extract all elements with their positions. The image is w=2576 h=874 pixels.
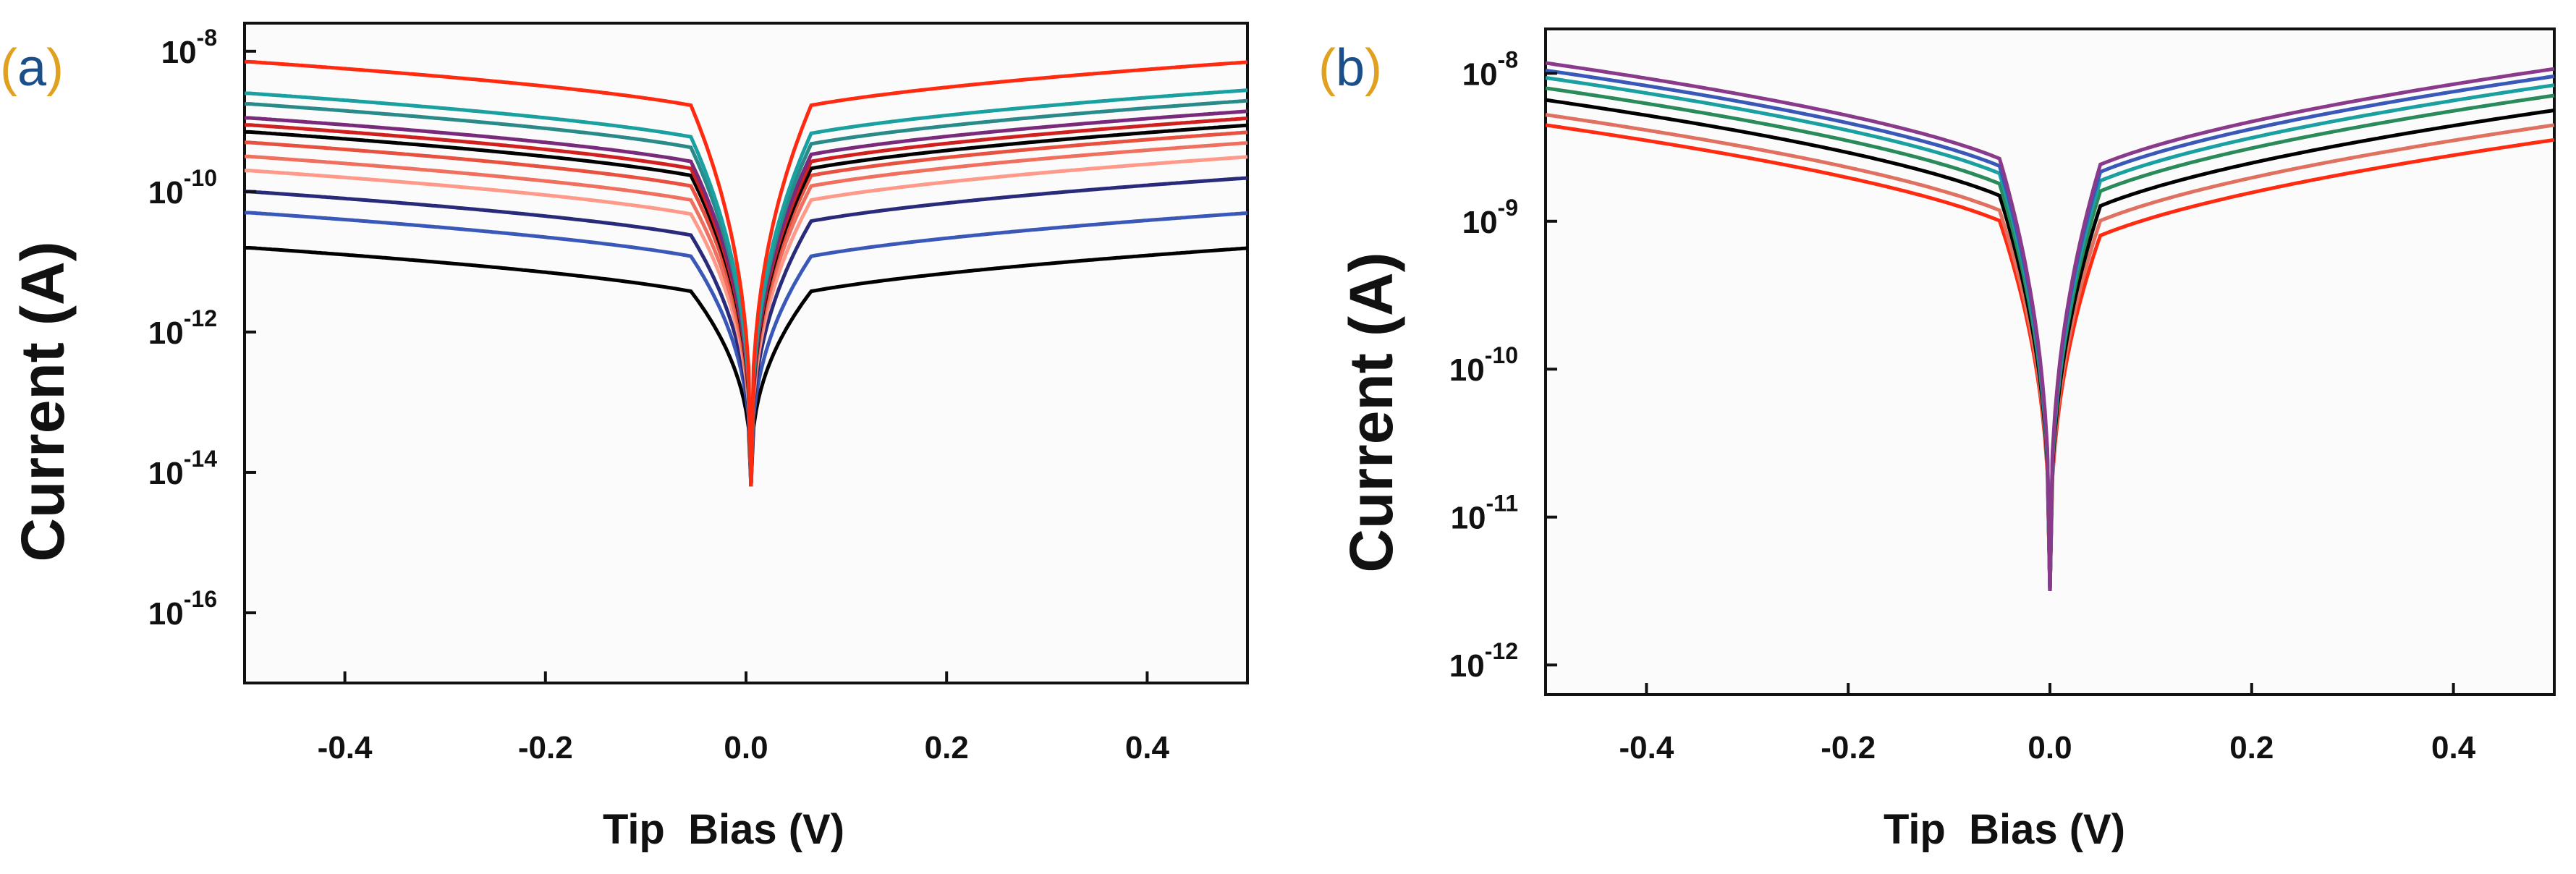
series-line-a-12 xyxy=(245,59,1248,487)
x-axis-title-b: Tip Bias (V) xyxy=(1884,806,2125,853)
y-tick-label: 10-8 xyxy=(1462,46,1518,92)
y-tick-label: 10-10 xyxy=(148,165,217,211)
y-tick-label: 10-11 xyxy=(1451,491,1518,536)
series-group-b xyxy=(1545,61,2555,591)
x-ticks-a: -0.4 -0.2 0.0 0.2 0.4 xyxy=(318,671,1170,765)
plot-frame-b xyxy=(1544,27,2556,696)
y-ticks-b: 10-8 10-9 10-10 10-11 10-12 xyxy=(1449,46,1557,684)
series-line-b-7 xyxy=(1545,61,2555,591)
x-tick-label: 0.2 xyxy=(925,730,969,765)
y-ticks-a: 10-8 10-10 10-12 10-14 10-16 xyxy=(148,25,256,632)
x-tick-label: -0.2 xyxy=(1821,730,1876,765)
y-tick-label: 10-16 xyxy=(148,586,217,632)
x-tick-label: 0.2 xyxy=(2229,730,2274,765)
x-ticks-b: -0.4 -0.2 0.0 0.2 0.4 xyxy=(1619,683,2476,765)
y-tick-label: 10-14 xyxy=(148,446,217,491)
x-tick-label: 0.0 xyxy=(2028,730,2072,765)
series-group-a xyxy=(245,59,1248,487)
y-tick-label: 10-9 xyxy=(1462,195,1518,240)
y-tick-label: 10-12 xyxy=(1449,638,1518,684)
panel-b-label: (b) xyxy=(1318,39,1382,97)
x-axis-title-a: Tip Bias (V) xyxy=(603,806,844,853)
x-tick-label: 0.4 xyxy=(1125,730,1170,765)
x-tick-label: -0.4 xyxy=(1619,730,1674,765)
y-axis-title-a: Current (A) xyxy=(9,241,77,561)
x-tick-label: 0.4 xyxy=(2431,730,2476,765)
panel-a-label: (a) xyxy=(0,39,64,97)
series-line-a-1 xyxy=(245,246,1248,487)
x-tick-label: -0.4 xyxy=(318,730,373,765)
y-axis-title-b: Current (A) xyxy=(1337,252,1405,572)
x-tick-label: 0.0 xyxy=(724,730,768,765)
x-tick-label: -0.2 xyxy=(518,730,573,765)
y-tick-label: 10-12 xyxy=(148,305,217,351)
y-tick-label: 10-10 xyxy=(1449,342,1518,388)
y-tick-label: 10-8 xyxy=(161,25,217,70)
chart-panel-b: -0.4 -0.2 0.0 0.2 0.4 10-8 10-9 10-10 10-11 10-1… xyxy=(1337,27,2556,853)
chart-panel-a: -0.4 -0.2 0.0 0.2 0.4 10-810-1010-1210-1410-… xyxy=(9,22,1249,853)
